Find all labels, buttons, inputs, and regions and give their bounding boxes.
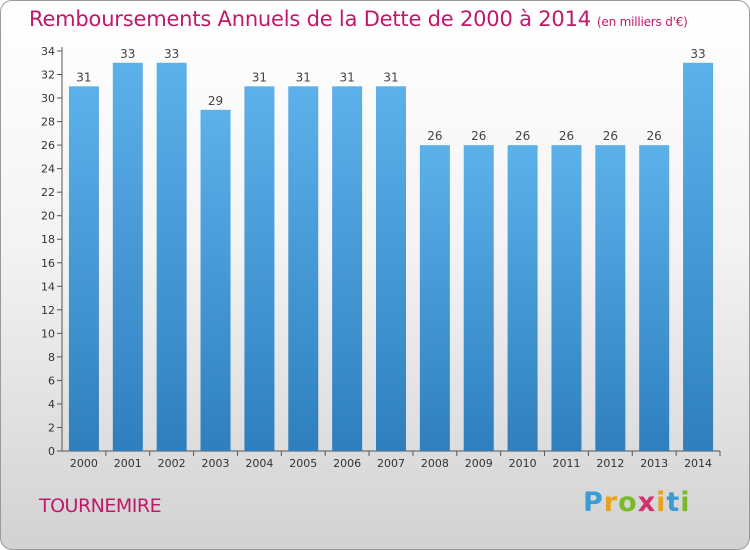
bar-2000[interactable] <box>68 86 99 451</box>
x-tick-label: 2000 <box>70 457 98 470</box>
chart-title: Remboursements Annuels de la Dette de 20… <box>29 7 688 31</box>
x-tick-label: 2011 <box>552 457 580 470</box>
x-tick-label: 2014 <box>684 457 712 470</box>
logo-letter: t <box>666 487 681 518</box>
bar-2001[interactable] <box>112 62 143 451</box>
y-tick-label: 20 <box>41 210 55 223</box>
y-tick-label: 16 <box>41 257 55 270</box>
bar-2007[interactable] <box>376 86 406 451</box>
bar-2010[interactable] <box>507 145 538 451</box>
bar-2011[interactable] <box>551 145 582 451</box>
bar-2005[interactable] <box>288 86 319 451</box>
x-tick-label: 2013 <box>640 457 668 470</box>
data-label: 31 <box>339 70 354 84</box>
logo-letter: i <box>656 487 667 518</box>
label-layer: 2000 31 2001 33 2002 33 2003 29 2004 31 2005 31 2006… <box>70 47 712 470</box>
data-label: 26 <box>515 129 530 143</box>
y-tick-label: 30 <box>41 92 55 105</box>
chart-subtitle: (en milliers d'€) <box>596 15 688 29</box>
x-tick-label: 2002 <box>158 457 186 470</box>
commune-name: TOURNEMIRE <box>39 495 162 517</box>
logo-letter: P <box>583 487 604 518</box>
x-tick-label: 2004 <box>245 457 273 470</box>
logo-letter: x <box>637 487 657 518</box>
logo-letter: r <box>603 487 619 518</box>
logo-letter: o <box>618 487 638 518</box>
y-tick-label: 26 <box>41 139 55 152</box>
y-tick-label: 12 <box>41 304 55 317</box>
data-label: 31 <box>76 70 91 84</box>
y-tick-label: 4 <box>48 398 55 411</box>
x-tick-label: 2007 <box>377 457 405 470</box>
x-tick-label: 2009 <box>465 457 493 470</box>
y-tick-label: 28 <box>41 116 55 129</box>
bar-2004[interactable] <box>244 86 275 451</box>
bar-2002[interactable] <box>156 62 187 451</box>
proxiti-logo[interactable]: Proxiti <box>583 487 691 518</box>
bar-2006[interactable] <box>332 86 363 451</box>
data-label: 33 <box>120 47 135 61</box>
y-tick-label: 18 <box>41 233 55 246</box>
bar-2014[interactable] <box>683 62 714 451</box>
x-tick-label: 2008 <box>421 457 449 470</box>
bar-2008[interactable] <box>419 145 450 451</box>
data-label: 26 <box>471 129 486 143</box>
x-tick-label: 2005 <box>289 457 317 470</box>
data-label: 33 <box>690 47 705 61</box>
y-tick-label: 14 <box>41 280 55 293</box>
data-label: 31 <box>296 70 311 84</box>
x-tick-label: 2003 <box>202 457 230 470</box>
x-tick-label: 2001 <box>114 457 142 470</box>
y-tick-label: 6 <box>48 374 55 387</box>
data-label: 26 <box>559 129 574 143</box>
y-tick-label: 0 <box>48 445 55 458</box>
data-label: 33 <box>164 47 179 61</box>
x-tick-label: 2012 <box>596 457 624 470</box>
y-tick-label: 22 <box>41 186 55 199</box>
data-label: 31 <box>383 70 398 84</box>
data-label: 29 <box>208 94 223 108</box>
bar-2003[interactable] <box>200 109 231 451</box>
y-tick-label: 34 <box>41 45 55 58</box>
bar-2009[interactable] <box>463 145 494 451</box>
data-label: 31 <box>252 70 267 84</box>
data-label: 26 <box>427 129 442 143</box>
bar-2012[interactable] <box>595 145 626 451</box>
bar-2013[interactable] <box>639 145 670 451</box>
y-tick-label: 10 <box>41 327 55 340</box>
y-tick-label: 24 <box>41 163 55 176</box>
logo-letter: i <box>680 487 691 518</box>
data-label: 26 <box>603 129 618 143</box>
x-tick-label: 2010 <box>509 457 537 470</box>
bar-layer <box>68 62 714 451</box>
x-tick-label: 2006 <box>333 457 361 470</box>
y-tick-label: 32 <box>41 69 55 82</box>
y-tick-label: 2 <box>48 421 55 434</box>
data-label: 26 <box>647 129 662 143</box>
y-tick-label: 8 <box>48 351 55 364</box>
